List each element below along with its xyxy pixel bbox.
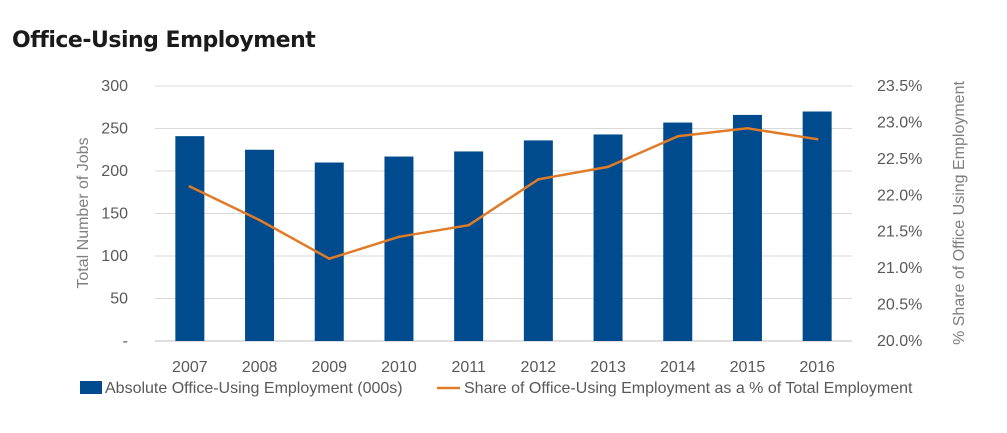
legend-line-label: Share of Office-Using Employment as a % … xyxy=(464,380,913,397)
legend-bar-swatch xyxy=(80,381,102,394)
line-point-2011 xyxy=(467,223,470,227)
bar-2007 xyxy=(175,136,205,341)
x-tick-label: 2007 xyxy=(172,359,208,376)
share-line xyxy=(188,127,819,260)
bar-2013 xyxy=(593,134,623,341)
y-tick-label: 100 xyxy=(101,248,128,265)
x-tick-label: 2012 xyxy=(521,359,557,376)
bar-series xyxy=(175,111,832,342)
bar-2012 xyxy=(523,140,553,341)
bar-2015 xyxy=(732,114,762,342)
x-tick-label: 2010 xyxy=(381,359,417,376)
y2-tick-label: 23.5% xyxy=(877,78,922,95)
y-tick-label: 250 xyxy=(101,121,128,138)
line-point-2008 xyxy=(258,218,261,222)
y2-tick-label: 22.5% xyxy=(877,151,922,168)
bar-2009 xyxy=(314,162,344,341)
line-point-2012 xyxy=(537,177,540,181)
line-series xyxy=(188,126,819,260)
left-axis: - 50 100 150 200 250 300 xyxy=(101,78,128,350)
legend: Absolute Office-Using Employment (000s) S… xyxy=(80,380,913,397)
y2-tick-label: 21.0% xyxy=(877,260,922,277)
bar-2016 xyxy=(802,111,832,341)
y2-axis-title: % Share of Office Using Employment xyxy=(951,81,968,345)
y2-tick-label: 22.0% xyxy=(877,187,922,204)
x-tick-label: 2014 xyxy=(660,359,696,376)
line-point-2013 xyxy=(606,165,610,169)
y-tick-label: 200 xyxy=(101,163,128,180)
chart-title: Office-Using Employment xyxy=(12,28,316,53)
line-point-2014 xyxy=(676,134,680,138)
bar-2008 xyxy=(245,149,275,341)
y-tick-label: 300 xyxy=(101,78,128,95)
legend-bar-label: Absolute Office-Using Employment (000s) xyxy=(105,380,403,397)
x-tick-label: 2013 xyxy=(590,359,626,376)
right-axis: 20.0% 20.5% 21.0% 21.5% 22.0% 22.5% 23.0% 23.5% xyxy=(877,78,922,350)
y-tick-label: - xyxy=(123,333,128,350)
y2-tick-label: 21.5% xyxy=(877,224,922,241)
x-tick-label: 2008 xyxy=(242,359,278,376)
y2-tick-label: 20.5% xyxy=(877,297,922,314)
y2-tick-label: 20.0% xyxy=(877,333,922,350)
y-tick-label: 50 xyxy=(110,291,128,308)
x-tick-label: 2009 xyxy=(311,359,347,376)
bar-2014 xyxy=(663,122,693,341)
line-point-2015 xyxy=(746,126,749,130)
y-axis-title: Total Number of Jobs xyxy=(75,137,92,288)
line-point-2016 xyxy=(815,137,819,141)
y2-tick-label: 23.0% xyxy=(877,114,922,131)
x-tick-label: 2015 xyxy=(730,359,766,376)
line-point-2007 xyxy=(188,185,192,188)
bar-2011 xyxy=(454,151,484,341)
x-tick-label: 2016 xyxy=(799,359,835,376)
x-axis: 2007 2008 2009 2010 2011 2012 2013 2014 2015 2016 xyxy=(172,359,835,376)
line-point-2010 xyxy=(397,235,401,239)
line-point-2009 xyxy=(327,257,331,260)
bar-2010 xyxy=(384,156,414,341)
x-tick-label: 2011 xyxy=(451,359,486,376)
y-tick-label: 150 xyxy=(101,206,128,223)
